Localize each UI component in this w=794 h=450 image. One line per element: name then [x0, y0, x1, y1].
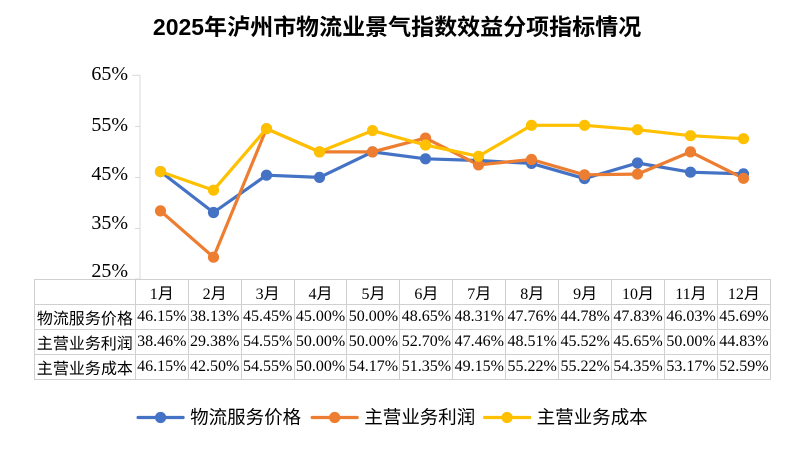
- svg-text:35%: 35%: [91, 212, 128, 234]
- svg-text:55%: 55%: [91, 114, 128, 136]
- svg-text:65%: 65%: [91, 63, 128, 85]
- svg-text:45%: 45%: [91, 163, 128, 185]
